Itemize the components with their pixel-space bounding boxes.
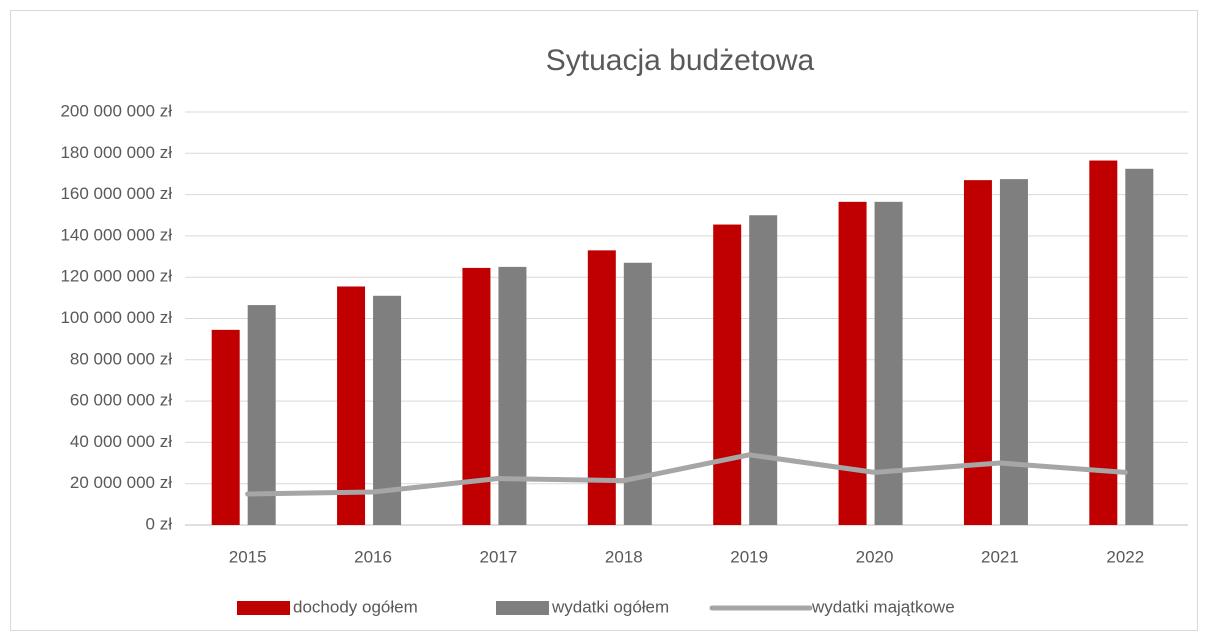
legend-swatch xyxy=(496,601,549,615)
bar xyxy=(373,295,402,525)
bar xyxy=(247,305,276,525)
y-tick-label: 0 zł xyxy=(146,514,173,533)
x-tick-label: 2015 xyxy=(229,547,267,566)
bar xyxy=(1089,160,1118,525)
y-tick-label: 100 000 000 zł xyxy=(60,308,172,327)
bar xyxy=(874,201,903,525)
y-tick-label: 120 000 000 zł xyxy=(60,267,172,286)
x-tick-label: 2019 xyxy=(730,547,768,566)
bar xyxy=(623,262,652,525)
y-tick-label: 180 000 000 zł xyxy=(60,143,172,162)
x-tick-label: 2016 xyxy=(354,547,392,566)
y-tick-label: 20 000 000 zł xyxy=(70,473,172,492)
x-tick-label: 2021 xyxy=(981,547,1019,566)
x-tick-label: 2022 xyxy=(1106,547,1144,566)
bar xyxy=(337,286,366,525)
y-tick-label: 140 000 000 zł xyxy=(60,225,172,244)
y-tick-label: 40 000 000 zł xyxy=(70,432,172,451)
legend-label: dochody ogółem xyxy=(293,597,418,616)
bar xyxy=(498,266,527,525)
bar xyxy=(838,201,867,525)
bar xyxy=(211,329,240,525)
y-tick-label: 60 000 000 zł xyxy=(70,391,172,410)
y-tick-label: 160 000 000 zł xyxy=(60,184,172,203)
y-tick-label: 80 000 000 zł xyxy=(70,349,172,368)
x-tick-label: 2020 xyxy=(856,547,894,566)
bar xyxy=(462,267,491,525)
bar xyxy=(999,179,1028,526)
x-tick-label: 2018 xyxy=(605,547,643,566)
y-tick-label: 200 000 000 zł xyxy=(60,101,172,120)
legend-label: wydatki ogółem xyxy=(551,597,669,616)
legend-swatch xyxy=(237,601,290,615)
line xyxy=(245,452,1128,497)
x-tick-label: 2017 xyxy=(480,547,518,566)
bar xyxy=(587,250,616,526)
bar xyxy=(749,215,778,525)
legend-label: wydatki majątkowe xyxy=(811,597,955,616)
bar xyxy=(963,180,992,525)
bar xyxy=(1125,168,1154,525)
chart-title: Sytuacja budżetowa xyxy=(546,44,815,77)
bar xyxy=(713,224,742,526)
